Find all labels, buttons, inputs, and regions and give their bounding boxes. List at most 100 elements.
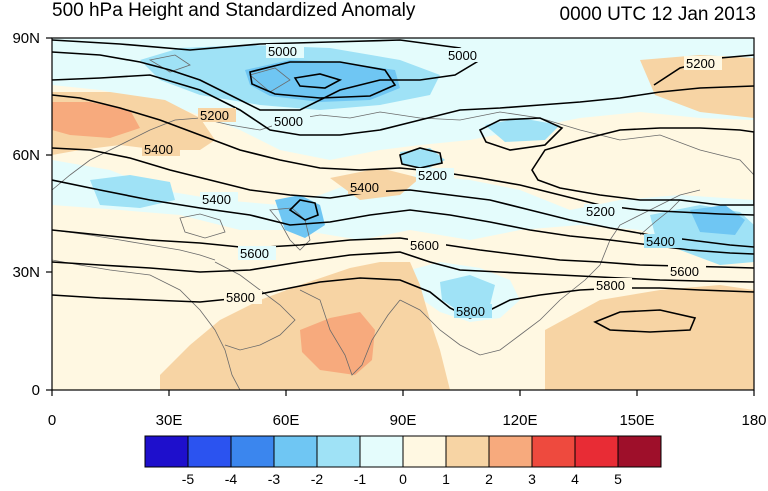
neg-core-europe <box>90 175 175 208</box>
x-tick-label: 150E <box>619 412 654 429</box>
contour-label: 5400 <box>202 192 231 207</box>
contour-5600-b <box>52 251 754 283</box>
colorbar-label: 0 <box>399 471 407 487</box>
x-tick-label: 120E <box>502 412 537 429</box>
coast-japan <box>639 199 681 236</box>
neg-anomaly-mid <box>52 160 754 250</box>
colorbar-box <box>144 435 189 468</box>
y-tick-label: 60N <box>12 147 40 164</box>
colorbar-box <box>445 435 490 468</box>
neg-core-east-asia <box>485 118 560 142</box>
colorbar-label: 3 <box>528 471 536 487</box>
contour-label: 5000 <box>448 48 477 63</box>
contour-label-bg <box>644 234 682 248</box>
x-tick-label: 60E <box>273 412 300 429</box>
y-axis-labels: 0 30N 60N 90N <box>12 30 40 399</box>
contour-label-bg <box>416 168 454 182</box>
contour-5200-pole <box>52 74 754 136</box>
map-title: 500 hPa Height and Standardized Anomaly <box>52 0 416 21</box>
contour-label: 5200 <box>686 56 715 71</box>
contour-5000-core <box>249 61 397 99</box>
coast-arabia <box>214 261 296 351</box>
contour-label: 5600 <box>240 246 269 261</box>
neg-core-burma <box>440 275 495 312</box>
colorbar-box <box>488 435 533 468</box>
colorbar-box <box>574 435 619 468</box>
contour-label-bg <box>224 290 262 304</box>
x-axis-labels: 0 30E 60E 90E 120E 150E 180 <box>48 412 767 429</box>
contour-label-bg <box>200 192 238 206</box>
contour-label: 5400 <box>350 180 379 195</box>
valid-time: 0000 UTC 12 Jan 2013 <box>559 4 756 25</box>
pos-anomaly-scandinavia-core <box>52 102 140 138</box>
pos-anomaly-arabia-india <box>160 262 450 390</box>
contour-label: 5200 <box>418 168 447 183</box>
contour-label-bg <box>584 204 622 218</box>
contour-labels: 5000 5000 5000 5200 5200 5200 5200 5400 … <box>142 44 722 319</box>
colorbar-label: -2 <box>311 471 324 487</box>
colorbar-label: 2 <box>485 471 493 487</box>
colorbar-box <box>359 435 404 468</box>
colorbar-label: -1 <box>354 471 367 487</box>
coast-black-sea <box>179 213 226 239</box>
contour-label: 5800 <box>596 278 625 293</box>
contour-5200-ring <box>52 94 754 216</box>
colorbar-label: -5 <box>182 471 195 487</box>
contour-label: 5800 <box>226 290 255 305</box>
contour-label-bg <box>238 246 276 260</box>
pos-anomaly-india-core <box>300 312 375 375</box>
contour-label: 5400 <box>646 234 675 249</box>
x-tick-label: 30E <box>156 412 183 429</box>
axis-ticks <box>46 37 755 396</box>
colorbar-box <box>402 435 447 468</box>
colorbar-box <box>273 435 318 468</box>
colorbar-box <box>617 435 662 468</box>
contour-label: 5600 <box>670 264 699 279</box>
pos-anomaly-west-pacific <box>545 285 754 390</box>
colorbar-box <box>230 435 275 468</box>
contour-label-bg <box>668 264 706 278</box>
coast-se-asia <box>399 264 601 356</box>
x-tick-label: 90E <box>390 412 417 429</box>
contour-label-bg <box>272 114 310 128</box>
colorbar-box <box>316 435 361 468</box>
contour-label: 5400 <box>144 142 173 157</box>
contour-label: 5200 <box>586 204 615 219</box>
neg-core-arctic-inner <box>245 60 400 102</box>
contour-5000-polar <box>52 39 482 111</box>
contour-5200-small <box>399 147 443 169</box>
colorbar-label: -3 <box>268 471 281 487</box>
contour-label-bg <box>348 180 386 194</box>
contour-5200-closed <box>531 127 754 206</box>
contour-label: 5000 <box>274 114 303 129</box>
contour-5200-blob <box>478 117 564 151</box>
colorbar: -5 -4 -3 -2 -1 0 1 2 3 4 5 <box>144 435 662 487</box>
colorbar-label: 5 <box>614 471 622 487</box>
colorbar-boxes <box>144 435 662 468</box>
contour-label-bg <box>684 56 722 70</box>
contour-label: 5200 <box>200 108 229 123</box>
contour-label-bg <box>408 238 446 252</box>
contour-label-bg <box>198 108 236 122</box>
coast-europe <box>52 111 754 191</box>
contour-label: 5000 <box>268 44 297 59</box>
coast-novaya-zemlya <box>249 67 291 93</box>
contour-label: 5800 <box>456 304 485 319</box>
contour-label-bg <box>266 44 304 58</box>
colorbar-box <box>531 435 576 468</box>
x-tick-label: 180 <box>741 412 766 429</box>
y-tick-label: 0 <box>32 382 40 399</box>
y-tick-label: 30N <box>12 264 40 281</box>
contour-5400-c <box>288 199 319 221</box>
coast-india <box>299 289 401 376</box>
colorbar-label: 1 <box>442 471 450 487</box>
contour-label-bg <box>142 142 180 156</box>
contour-5000-inner <box>293 73 343 89</box>
contour-label-bg <box>446 48 484 62</box>
x-tick-label: 0 <box>48 412 56 429</box>
y-tick-label: 90N <box>12 30 40 47</box>
colorbar-labels: -5 -4 -3 -2 -1 0 1 2 3 4 5 <box>182 471 622 487</box>
contour-label-bg <box>594 278 632 292</box>
colorbar-label: 4 <box>571 471 579 487</box>
